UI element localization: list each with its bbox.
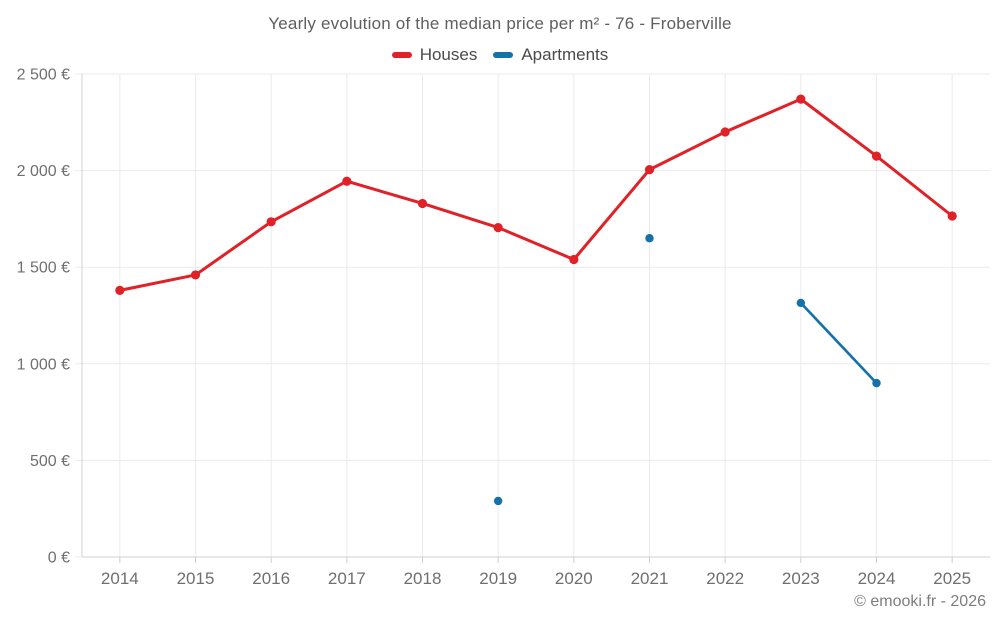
data-point-houses-2024[interactable] (871, 151, 882, 161)
data-point-apartments-2021[interactable] (645, 234, 654, 243)
attribution-text: © emooki.fr - 2026 (854, 593, 986, 610)
houses-legend-label: Houses (419, 45, 478, 64)
series-houses (115, 94, 957, 295)
chart-title: Yearly evolution of the median price per… (268, 14, 732, 33)
x-axis-tick-label: 2019 (479, 569, 517, 588)
y-axis-tick-label: 2 000 € (17, 163, 70, 180)
series-line-houses (118, 97, 954, 292)
data-point-houses-2020[interactable] (569, 254, 579, 265)
x-axis-tick-label: 2020 (555, 569, 593, 588)
y-axis-tick-label: 2 500 € (17, 67, 70, 84)
x-axis-tick-label: 2017 (328, 569, 366, 588)
data-point-houses-2023[interactable] (796, 94, 806, 104)
x-axis-tick-label: 2021 (631, 569, 669, 588)
data-point-apartments-2023[interactable] (796, 298, 806, 308)
x-axis-tick-label: 2025 (933, 569, 971, 588)
data-point-houses-2022[interactable] (720, 127, 730, 137)
data-point-apartments-2019[interactable] (493, 496, 503, 506)
x-axis-labels: 2014 2015 2016 2017 2018 2019 2020 2021 2022 2023… (101, 569, 971, 588)
houses-legend-swatch-icon (391, 52, 412, 58)
data-point-houses-2016[interactable] (266, 217, 276, 227)
x-axis-tick-label: 2022 (706, 569, 744, 588)
legend-item-apartments[interactable]: Apartments (493, 45, 608, 65)
x-axis-tick-label: 2014 (101, 569, 139, 588)
data-point-houses-2019[interactable] (493, 222, 503, 233)
y-axis-tick-label: 500 € (30, 453, 70, 470)
tick-marks (119, 557, 953, 563)
data-point-houses-2014[interactable] (115, 285, 125, 295)
apartments-legend-swatch-icon (493, 52, 514, 58)
data-point-apartments-2024[interactable] (872, 378, 881, 388)
x-axis-tick-label: 2015 (177, 569, 215, 588)
x-axis-tick-label: 2016 (252, 569, 290, 588)
y-axis-tick-label: 1 500 € (17, 260, 70, 277)
y-axis-tick-label: 0 € (48, 550, 70, 567)
x-axis-tick-label: 2023 (782, 569, 820, 588)
data-point-houses-2017[interactable] (342, 176, 352, 186)
gridlines (75, 73, 990, 558)
apartments-legend-label: Apartments (521, 45, 609, 64)
x-axis-tick-label: 2018 (404, 569, 442, 588)
y-axis-labels: 0 € 500 € 1 000 € 1 500 € 2 000 € 2 500 € (17, 67, 70, 567)
data-point-houses-2015[interactable] (190, 270, 201, 280)
axes (81, 74, 990, 558)
data-point-houses-2021[interactable] (644, 165, 655, 175)
series-apartments (493, 234, 881, 506)
data-point-houses-2018[interactable] (417, 198, 428, 209)
legend-item-houses[interactable]: Houses (391, 45, 478, 65)
series-line-apartments (799, 301, 878, 385)
data-point-houses-2025[interactable] (947, 211, 957, 221)
x-axis-tick-label: 2024 (858, 569, 896, 588)
y-axis-tick-label: 1 000 € (17, 356, 70, 373)
chart-legend: Houses Apartments (0, 45, 1000, 65)
